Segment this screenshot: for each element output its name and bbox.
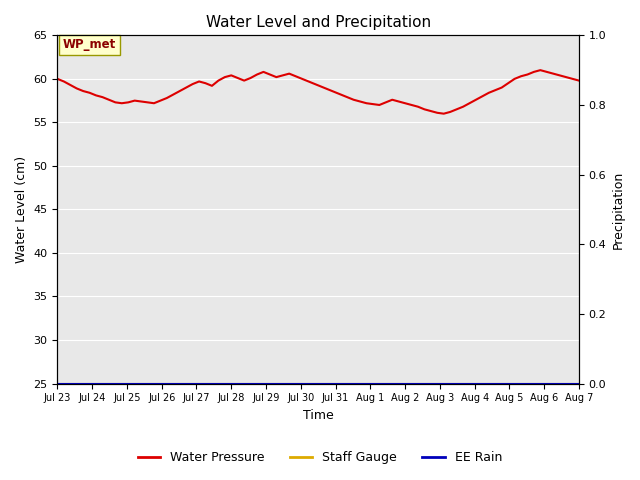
Staff Gauge	[54, 381, 61, 386]
Y-axis label: Precipitation: Precipitation	[612, 170, 625, 249]
Line: Water Pressure: Water Pressure	[58, 70, 579, 114]
X-axis label: Time: Time	[303, 409, 333, 422]
Water Pressure	[298, 76, 306, 82]
Water Pressure	[479, 94, 486, 99]
Water Pressure	[466, 100, 474, 106]
Legend: Water Pressure, Staff Gauge, EE Rain: Water Pressure, Staff Gauge, EE Rain	[133, 446, 507, 469]
EE Rain	[54, 381, 61, 386]
Water Pressure	[440, 111, 447, 117]
Title: Water Level and Precipitation: Water Level and Precipitation	[205, 15, 431, 30]
Water Pressure	[195, 79, 203, 84]
EE Rain	[88, 381, 96, 386]
Water Pressure	[202, 80, 209, 86]
Staff Gauge	[88, 381, 96, 386]
Y-axis label: Water Level (cm): Water Level (cm)	[15, 156, 28, 263]
Water Pressure	[54, 76, 61, 82]
Water Pressure	[575, 78, 583, 84]
Water Pressure	[176, 88, 184, 94]
Water Pressure	[536, 67, 544, 73]
Text: WP_met: WP_met	[63, 38, 116, 51]
